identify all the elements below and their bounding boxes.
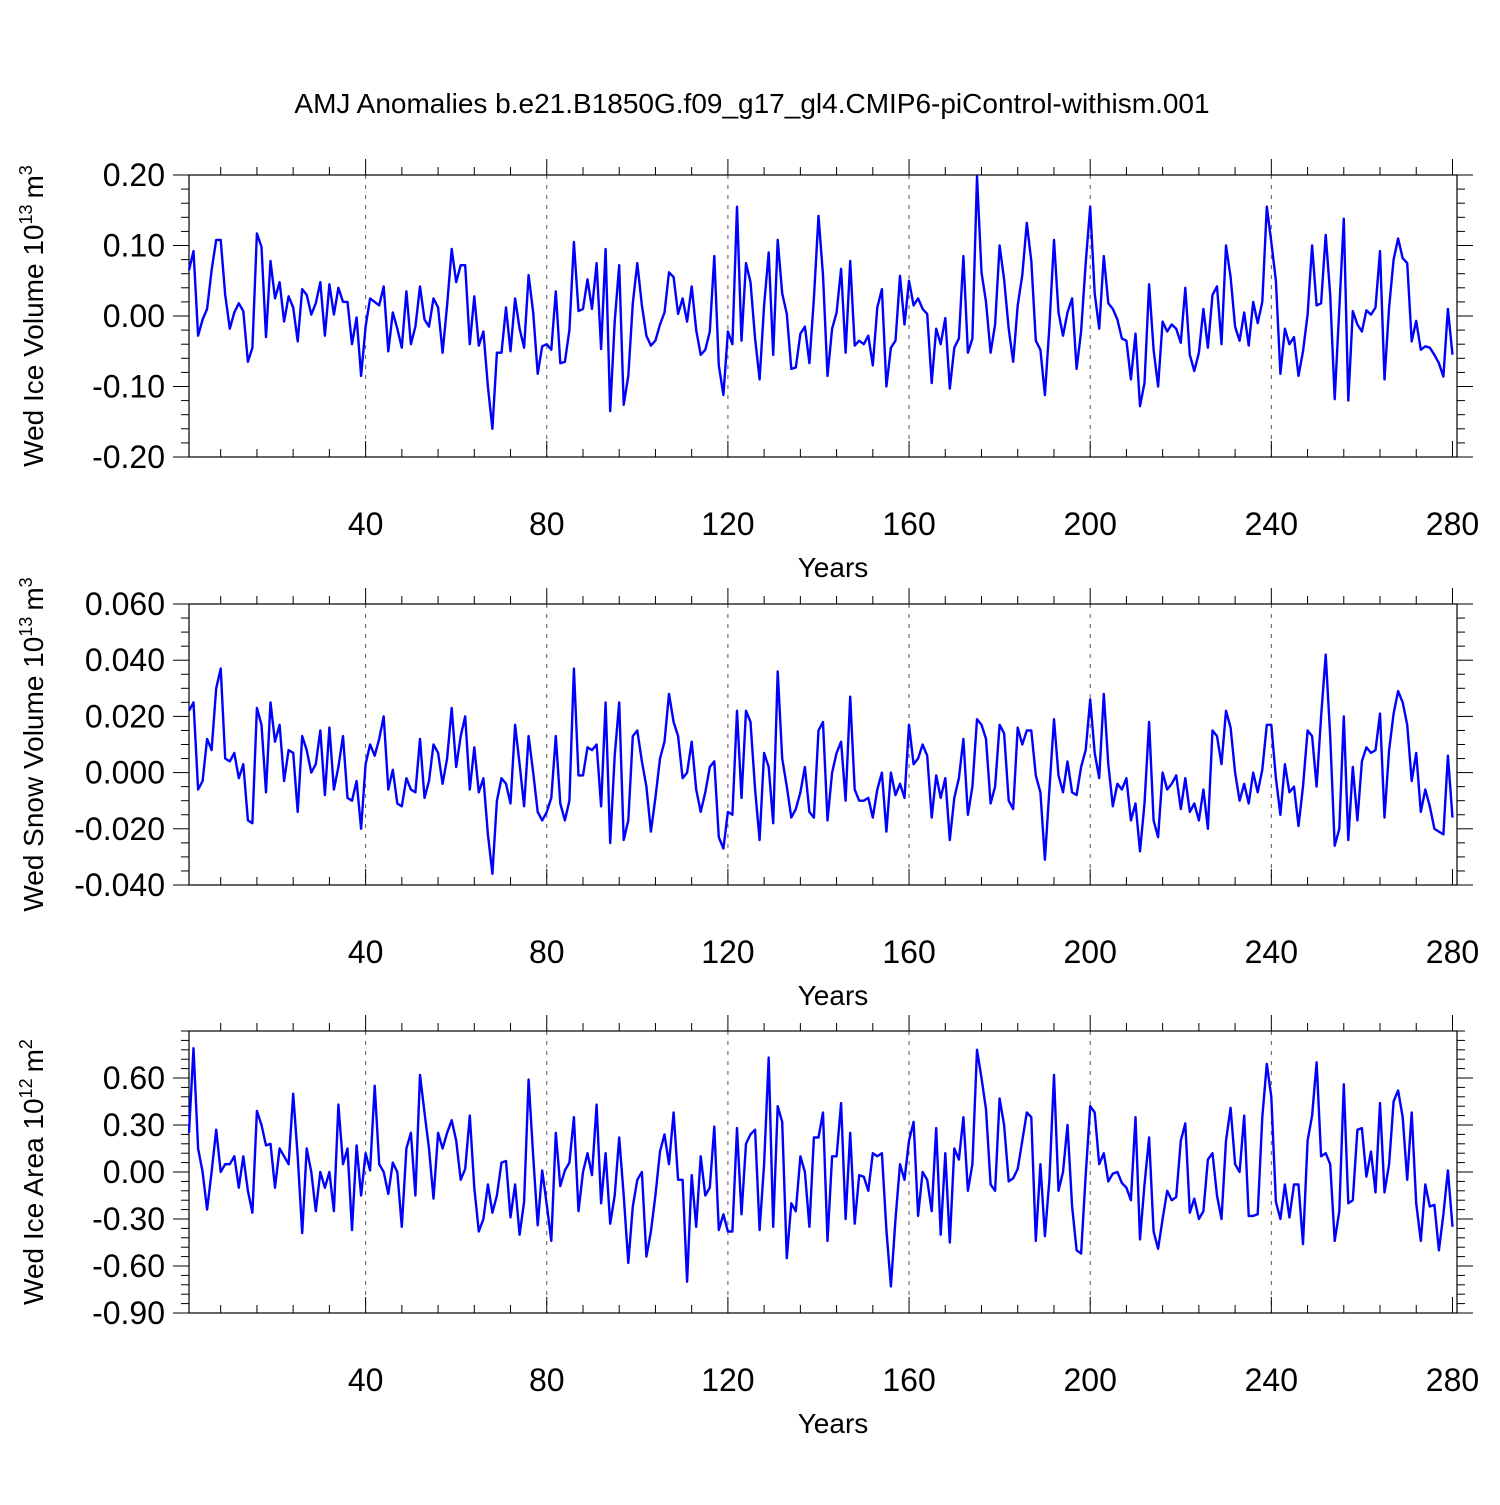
x-tick-label: 160 <box>882 1362 935 1398</box>
y-axis-label-unit-exponent: 2 <box>16 1039 36 1049</box>
y-tick-label: -0.90 <box>92 1295 165 1331</box>
y-tick-label: 0.30 <box>103 1107 165 1143</box>
y-axis-label: Wed Snow Volume 1013 m3 <box>16 577 49 911</box>
y-tick-label: 0.00 <box>103 298 165 334</box>
y-axis-label-unit: m <box>18 587 49 610</box>
x-axis-label: Years <box>798 980 869 1011</box>
x-tick-label: 160 <box>882 506 935 542</box>
y-axis-label-text: Wed Ice Area 10 <box>18 1098 49 1305</box>
y-tick-label: -0.60 <box>92 1248 165 1284</box>
y-axis-label: Wed Ice Area 1012 m2 <box>16 1039 49 1305</box>
y-tick-label: 0.10 <box>103 228 165 264</box>
chart-panel-2: -0.040 -0.020 0.000 0.020 0.040 0.060 40 80 120 1… <box>16 577 1479 1011</box>
y-axis-label: Wed Ice Volume 1013 m3 <box>16 165 49 467</box>
series-line <box>187 175 1454 430</box>
x-axis-label: Years <box>798 552 869 583</box>
x-tick-label: 120 <box>701 1362 754 1398</box>
y-axis-label-unit-exponent: 3 <box>16 577 36 587</box>
y-tick-label: 0.60 <box>103 1060 165 1096</box>
y-tick-label: -0.10 <box>92 369 165 405</box>
x-tick-label: 120 <box>701 934 754 970</box>
series-line <box>187 1046 1454 1288</box>
x-tick-label: 280 <box>1426 934 1479 970</box>
y-axis-label-text: Wed Snow Volume 10 <box>18 637 49 912</box>
x-tick-label: 240 <box>1245 934 1298 970</box>
x-tick-label: 280 <box>1426 1362 1479 1398</box>
y-axis-label-unit-exponent: 3 <box>16 165 36 175</box>
y-tick-label: -0.20 <box>92 439 165 475</box>
x-tick-label: 120 <box>701 506 754 542</box>
y-axis-label-unit: m <box>18 175 49 198</box>
chart-panel-3: -0.90 -0.60 -0.30 0.00 0.30 0.60 40 80 120 160 200… <box>16 1015 1479 1439</box>
y-tick-label: -0.040 <box>74 867 165 903</box>
y-tick-label: 0.040 <box>85 642 165 678</box>
y-tick-label: 0.060 <box>85 586 165 622</box>
x-tick-label: 40 <box>348 506 384 542</box>
y-tick-label: -0.020 <box>74 811 165 847</box>
y-axis-label-exponent: 13 <box>16 205 36 225</box>
x-tick-label: 200 <box>1063 1362 1116 1398</box>
chart-panel-1: -0.20 -0.10 0.00 0.10 0.20 40 80 120 160 200 240 28… <box>16 157 1479 583</box>
x-axis-label: Years <box>798 1408 869 1439</box>
y-tick-label: 0.00 <box>103 1154 165 1190</box>
y-tick-label: 0.20 <box>103 157 165 193</box>
y-tick-label: 0.000 <box>85 755 165 791</box>
x-tick-label: 80 <box>529 1362 565 1398</box>
y-tick-label: 0.020 <box>85 698 165 734</box>
x-tick-label: 80 <box>529 934 565 970</box>
x-tick-label: 160 <box>882 934 935 970</box>
x-tick-label: 240 <box>1245 506 1298 542</box>
x-tick-label: 40 <box>348 1362 384 1398</box>
chart-title: AMJ Anomalies b.e21.B1850G.f09_g17_gl4.C… <box>294 88 1209 119</box>
y-axis-label-exponent: 12 <box>16 1078 36 1098</box>
x-tick-label: 200 <box>1063 506 1116 542</box>
x-tick-label: 280 <box>1426 506 1479 542</box>
x-tick-label: 80 <box>529 506 565 542</box>
y-axis-label-text: Wed Ice Volume 10 <box>18 225 49 467</box>
y-axis-label-exponent: 13 <box>16 617 36 637</box>
x-tick-label: 240 <box>1245 1362 1298 1398</box>
y-tick-label: -0.30 <box>92 1201 165 1237</box>
y-axis-label-unit: m <box>18 1049 49 1072</box>
series-line <box>187 653 1454 875</box>
x-tick-label: 200 <box>1063 934 1116 970</box>
x-tick-label: 40 <box>348 934 384 970</box>
